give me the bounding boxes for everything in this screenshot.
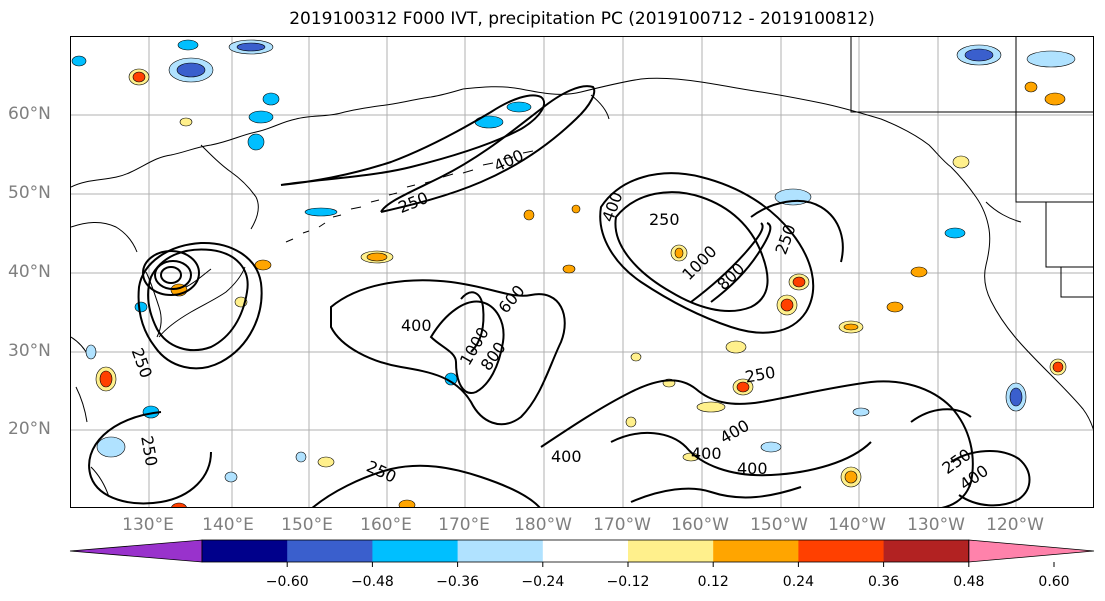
precipitation-shading [71, 39, 1076, 507]
contour-label: 400 [717, 416, 753, 448]
contour-label: 800 [713, 259, 748, 294]
colorbar-swatch [287, 540, 373, 562]
colorbar-swatch [202, 540, 288, 562]
lon-label: 130°W [907, 515, 965, 535]
colorbar-tick-label: 0.36 [868, 574, 900, 590]
lon-label: 160°E [360, 515, 412, 535]
lon-label: 150°W [750, 515, 808, 535]
lon-label: 170°E [438, 515, 490, 535]
colorbar-swatch [372, 540, 459, 562]
lon-label: 180°W [514, 515, 572, 535]
lon-label: 140°E [202, 515, 254, 535]
lon-label: 170°W [593, 515, 651, 535]
lat-label: 40°N [8, 262, 51, 282]
map-plot-area: 250 400 250 400 250 400 1000 800 400 100… [70, 36, 1094, 508]
lon-label: 130°E [122, 515, 174, 535]
colorbar [69, 539, 1095, 567]
lat-label: 50°N [8, 183, 51, 203]
colorbar-outline [201, 539, 970, 563]
contour-label: 400 [551, 447, 582, 466]
colorbar-tick-label: 0.60 [1038, 574, 1070, 590]
contour-label: 250 [396, 188, 431, 217]
colorbar-tick-label: −0.48 [350, 574, 394, 590]
contour-label: 250 [137, 434, 161, 467]
map-svg: 250 400 250 400 250 400 1000 800 400 100… [71, 37, 1093, 507]
contour-labels: 250 400 250 400 250 400 1000 800 400 100… [128, 146, 992, 495]
colorbar-tick-label: −0.60 [265, 574, 309, 590]
colorbar-tick-label: 0.12 [697, 574, 729, 590]
colorbar-segments [69, 539, 1095, 567]
contour-label: 250 [649, 210, 680, 229]
colorbar-tick-label: −0.36 [436, 574, 480, 590]
colorbar-tick-label: −0.12 [606, 574, 650, 590]
contour-label: 400 [598, 189, 626, 224]
colorbar-swatch [628, 540, 714, 562]
map-title: 2019100312 F000 IVT, precipitation PC (2… [289, 9, 875, 29]
contour-label: 400 [737, 459, 768, 478]
colorbar-extend-low [69, 539, 203, 563]
colorbar-swatch [713, 540, 799, 562]
contour-label: 400 [401, 316, 432, 335]
colorbar-swatch [883, 540, 970, 562]
lat-label: 60°N [8, 104, 51, 124]
lon-label: 160°W [671, 515, 729, 535]
lon-label: 120°W [986, 515, 1044, 535]
lon-label: 140°W [828, 515, 886, 535]
coastlines [71, 37, 1093, 498]
colorbar-tick-label: −0.24 [521, 574, 565, 590]
colorbar-swatch [798, 540, 885, 562]
lat-label: 20°N [8, 419, 51, 439]
contour-label: 250 [128, 345, 156, 380]
lat-label: 30°N [8, 341, 51, 361]
contour-label: 250 [744, 363, 777, 387]
colorbar-swatch [457, 540, 544, 562]
contour-label: 250 [364, 457, 400, 487]
colorbar-extend-high [968, 539, 1095, 563]
contour-label: 250 [771, 222, 799, 257]
contour-label: 600 [494, 281, 528, 317]
lon-label: 150°E [281, 515, 333, 535]
contour-label: 400 [691, 444, 722, 463]
gridlines [71, 37, 1093, 507]
colorbar-tick-label: 0.48 [953, 574, 985, 590]
colorbar-tick-label: 0.24 [782, 574, 814, 590]
contour-label: 400 [491, 146, 527, 176]
ivt-contours [88, 85, 1031, 507]
colorbar-swatch [542, 540, 629, 562]
